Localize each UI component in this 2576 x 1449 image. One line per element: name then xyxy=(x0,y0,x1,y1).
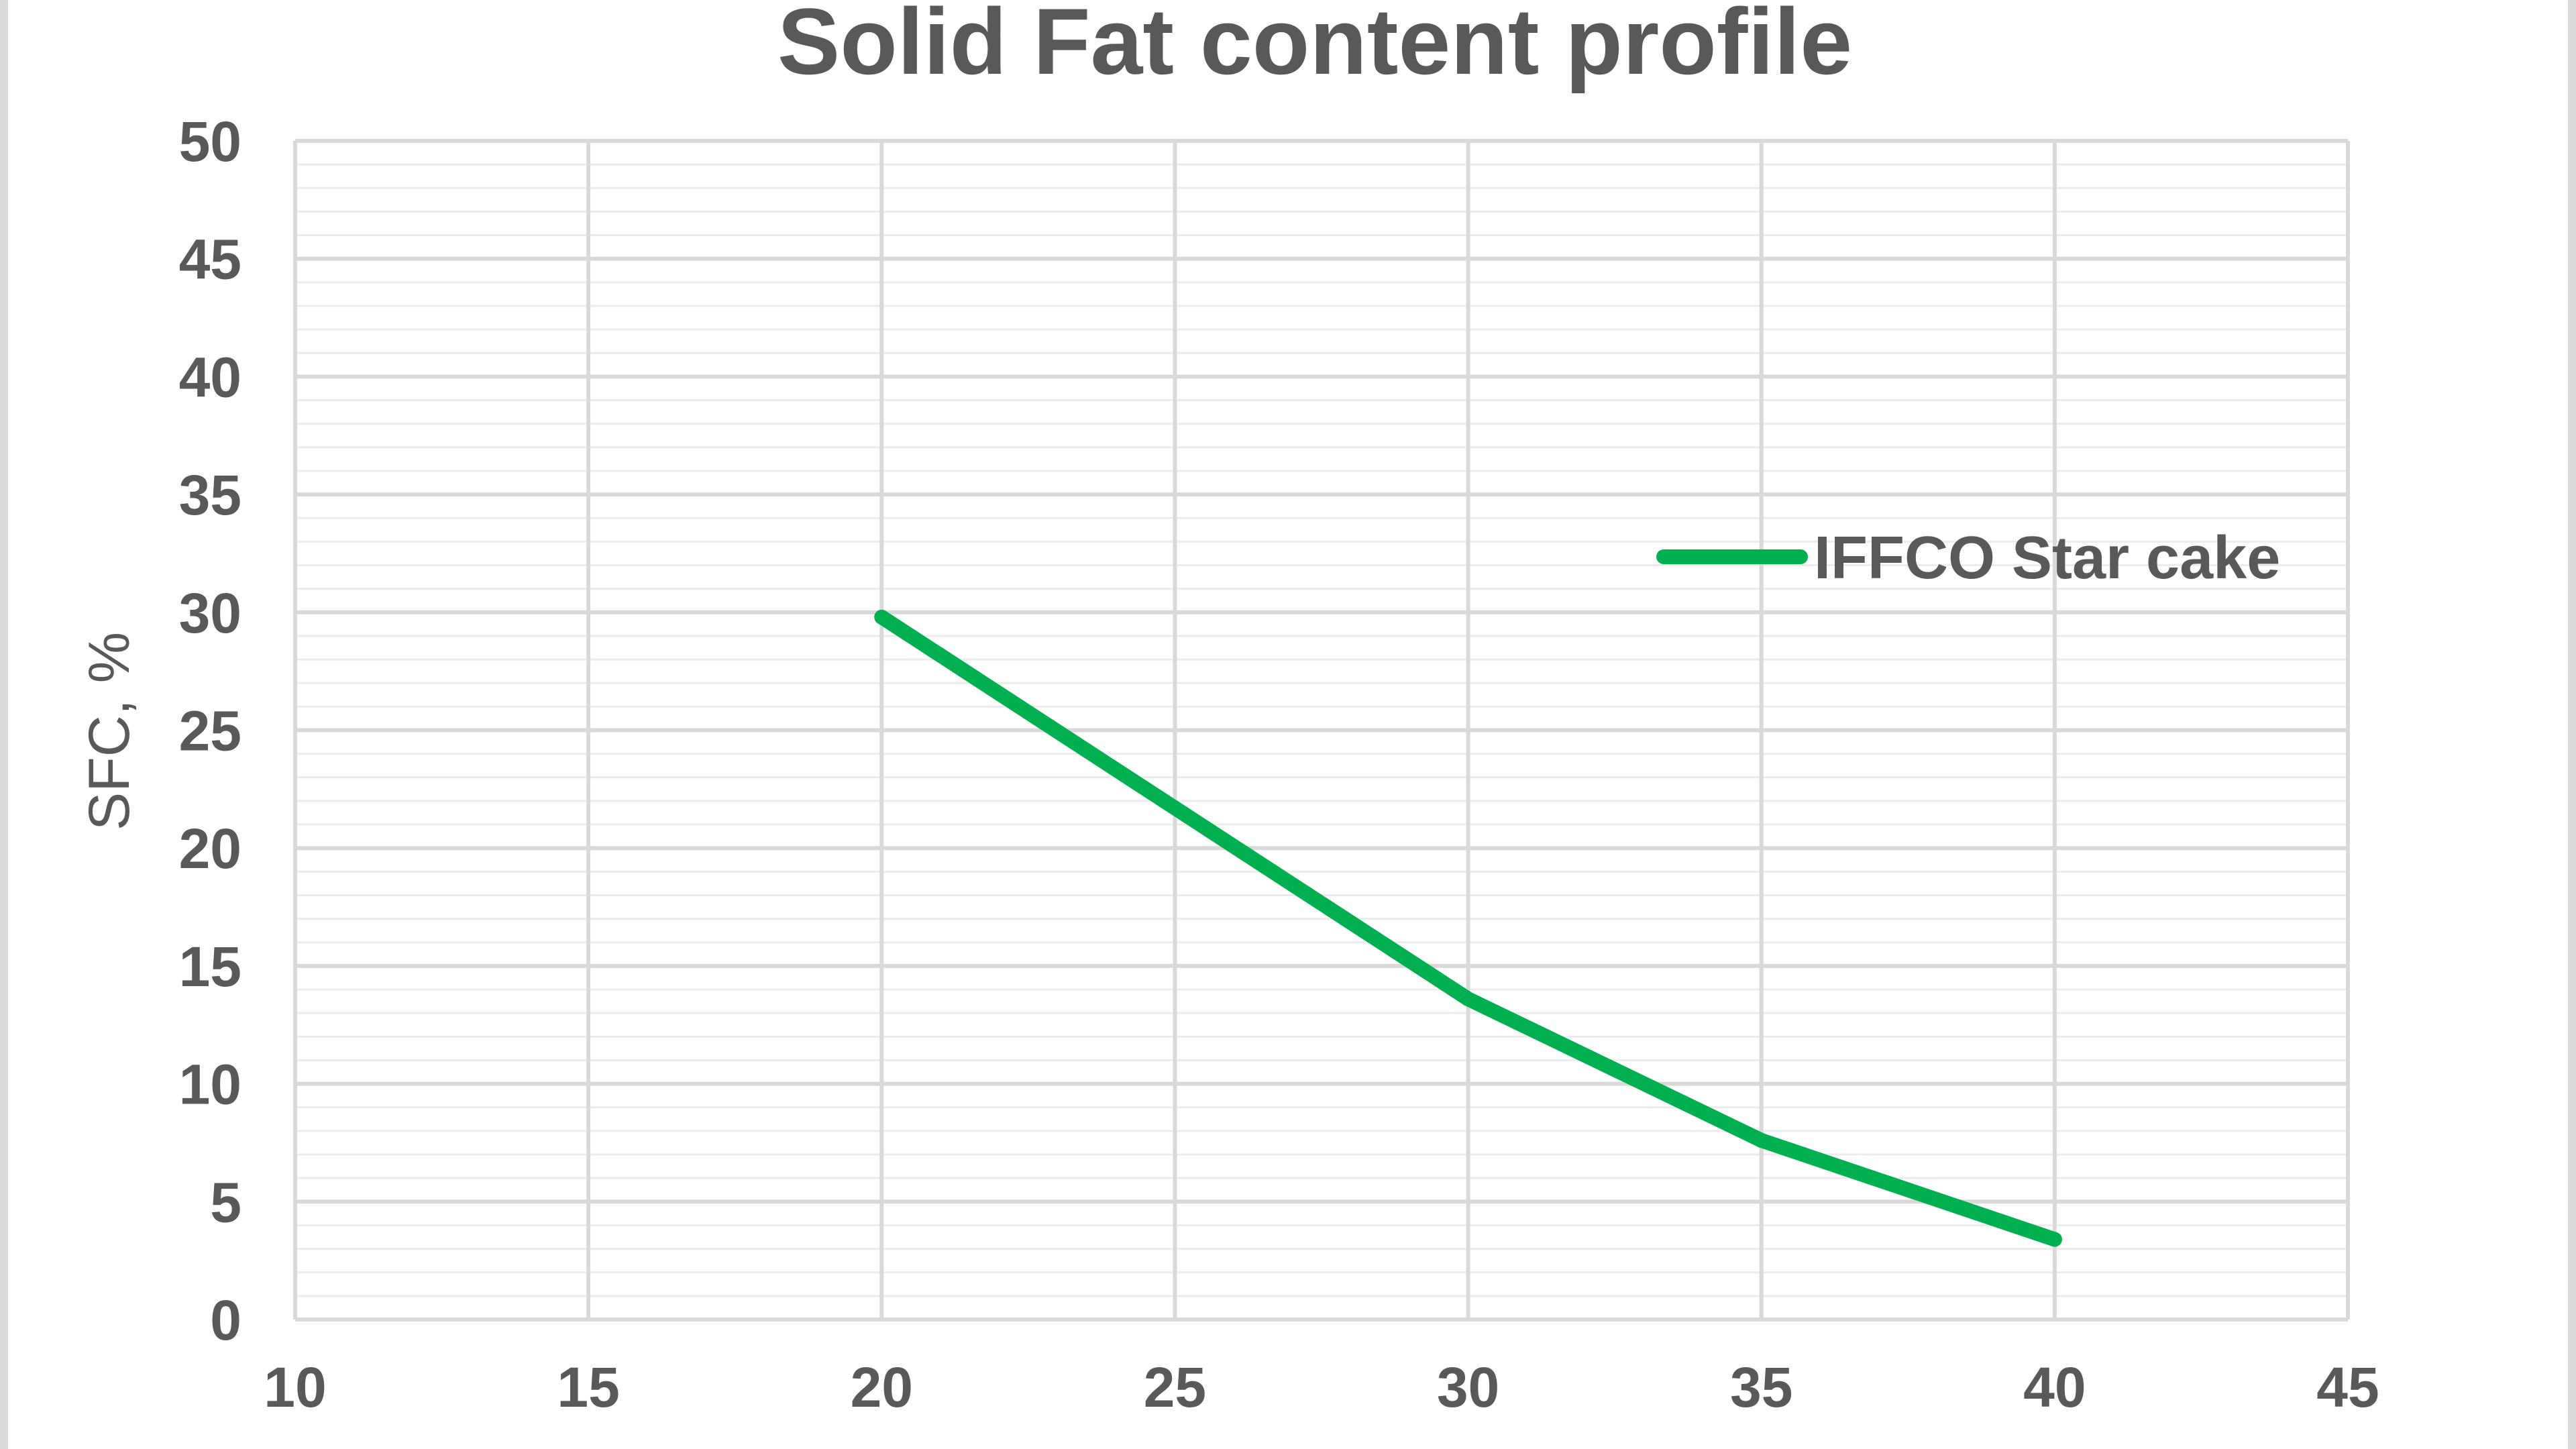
chart-title: Solid Fat content profile xyxy=(777,0,1852,94)
x-tick-label: 10 xyxy=(264,1356,326,1419)
y-tick-label: 0 xyxy=(210,1289,241,1352)
data-point xyxy=(1167,800,1183,816)
minor-gridlines xyxy=(295,163,2348,1297)
legend-label: IFFCO Star cake xyxy=(1814,525,2280,592)
sfc-line-chart: 0 5 10 15 20 25 30 35 40 45 50 10 15 20 25 30 35 40 45 IF… xyxy=(77,0,2379,1419)
y-tick-label: 20 xyxy=(179,817,241,880)
legend: IFFCO Star cake xyxy=(1656,525,2280,592)
y-tick-label: 40 xyxy=(179,345,241,409)
major-gridlines xyxy=(295,139,2350,1320)
x-tick-label: 25 xyxy=(1144,1356,1206,1419)
y-tick-label: 25 xyxy=(179,700,241,763)
y-tick-label: 35 xyxy=(179,464,241,527)
x-tick-label: 15 xyxy=(557,1356,619,1419)
y-tick-label: 45 xyxy=(179,228,241,291)
y-axis-label: SFC, % xyxy=(77,632,142,830)
y-axis-tick-labels: 0 5 10 15 20 25 30 35 40 45 50 xyxy=(179,110,241,1352)
x-axis-tick-labels: 10 15 20 25 30 35 40 45 xyxy=(264,1356,2379,1419)
data-point xyxy=(874,609,890,625)
axes xyxy=(293,141,2348,1322)
data-point xyxy=(1754,1132,1769,1148)
y-tick-label: 5 xyxy=(210,1171,241,1234)
data-point xyxy=(2047,1232,2062,1247)
y-tick-label: 10 xyxy=(179,1053,241,1116)
x-tick-label: 40 xyxy=(2023,1356,2086,1419)
y-tick-label: 50 xyxy=(179,110,241,173)
y-tick-label: 15 xyxy=(179,935,241,998)
data-point xyxy=(1460,991,1476,1007)
x-tick-label: 35 xyxy=(1730,1356,1792,1419)
y-tick-label: 30 xyxy=(179,582,241,645)
series-layer xyxy=(874,609,2062,1247)
x-tick-label: 20 xyxy=(851,1356,913,1419)
x-tick-label: 30 xyxy=(1437,1356,1499,1419)
x-tick-label: 45 xyxy=(2316,1356,2379,1419)
